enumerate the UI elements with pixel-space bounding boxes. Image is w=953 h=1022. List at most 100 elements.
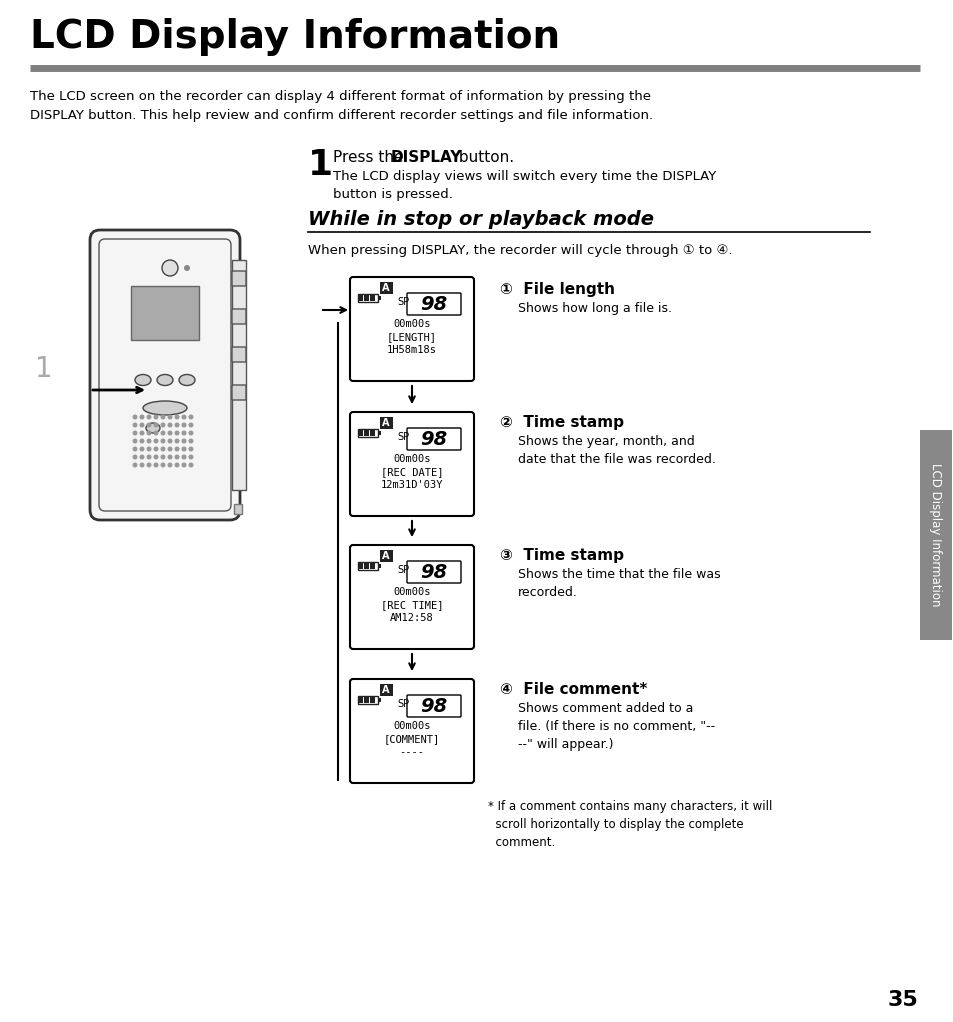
- Circle shape: [161, 431, 165, 434]
- Circle shape: [147, 455, 151, 459]
- Circle shape: [189, 415, 193, 419]
- Circle shape: [182, 423, 186, 427]
- Text: DISPLAY: DISPLAY: [391, 150, 462, 165]
- FancyBboxPatch shape: [90, 230, 240, 520]
- Text: A: A: [382, 551, 390, 561]
- Text: AM12:58: AM12:58: [390, 613, 434, 623]
- Ellipse shape: [135, 374, 151, 385]
- Text: 1: 1: [35, 355, 52, 383]
- Circle shape: [175, 423, 178, 427]
- Text: Shows how long a file is.: Shows how long a file is.: [517, 301, 671, 315]
- Circle shape: [133, 439, 136, 443]
- Text: LCD Display Information: LCD Display Information: [30, 18, 559, 56]
- Text: 00m00s: 00m00s: [393, 454, 431, 464]
- FancyBboxPatch shape: [232, 271, 246, 286]
- Text: [REC TIME]: [REC TIME]: [380, 600, 443, 610]
- Text: Shows comment added to a
file. (If there is no comment, "--
--" will appear.): Shows comment added to a file. (If there…: [517, 702, 715, 751]
- Text: 00m00s: 00m00s: [393, 319, 431, 329]
- Text: 98: 98: [420, 294, 447, 314]
- Circle shape: [133, 463, 136, 467]
- Bar: [357, 429, 377, 437]
- Circle shape: [162, 260, 178, 276]
- Bar: [357, 697, 363, 703]
- Text: 1: 1: [308, 148, 333, 182]
- Text: LCD Display Information: LCD Display Information: [928, 463, 942, 607]
- Circle shape: [133, 455, 136, 459]
- Circle shape: [189, 431, 193, 434]
- Text: Press the: Press the: [333, 150, 408, 165]
- Circle shape: [140, 415, 144, 419]
- Bar: [377, 296, 380, 300]
- Circle shape: [182, 415, 186, 419]
- Text: While in stop or playback mode: While in stop or playback mode: [308, 210, 654, 229]
- Text: ①  File length: ① File length: [499, 282, 615, 297]
- Circle shape: [147, 415, 151, 419]
- Circle shape: [154, 455, 157, 459]
- Circle shape: [154, 415, 157, 419]
- FancyBboxPatch shape: [350, 545, 474, 649]
- Circle shape: [189, 463, 193, 467]
- Bar: [377, 431, 380, 435]
- Circle shape: [133, 448, 136, 451]
- FancyBboxPatch shape: [379, 417, 393, 429]
- FancyBboxPatch shape: [379, 282, 393, 294]
- Text: 00m00s: 00m00s: [393, 721, 431, 731]
- Text: [REC DATE]: [REC DATE]: [380, 467, 443, 477]
- Circle shape: [182, 463, 186, 467]
- Text: 98: 98: [420, 697, 447, 715]
- Circle shape: [168, 463, 172, 467]
- Bar: [370, 295, 375, 301]
- Text: ③  Time stamp: ③ Time stamp: [499, 548, 623, 563]
- Circle shape: [161, 455, 165, 459]
- Ellipse shape: [146, 423, 160, 433]
- Circle shape: [140, 439, 144, 443]
- Circle shape: [175, 463, 178, 467]
- Text: The LCD display views will switch every time the DISPLAY
button is pressed.: The LCD display views will switch every …: [333, 170, 716, 201]
- Circle shape: [161, 415, 165, 419]
- Bar: [919, 430, 951, 640]
- Circle shape: [140, 463, 144, 467]
- Text: ④  File comment*: ④ File comment*: [499, 682, 647, 697]
- Bar: [357, 430, 363, 436]
- Bar: [364, 563, 369, 569]
- Circle shape: [133, 423, 136, 427]
- Circle shape: [161, 448, 165, 451]
- Bar: [357, 295, 363, 301]
- Circle shape: [154, 423, 157, 427]
- Text: 1H58m18s: 1H58m18s: [387, 345, 436, 355]
- Text: When pressing DISPLAY, the recorder will cycle through ① to ④.: When pressing DISPLAY, the recorder will…: [308, 244, 732, 257]
- Text: ②  Time stamp: ② Time stamp: [499, 415, 623, 430]
- Text: A: A: [382, 685, 390, 695]
- Text: [COMMENT]: [COMMENT]: [383, 734, 439, 744]
- Text: The LCD screen on the recorder can display 4 different format of information by : The LCD screen on the recorder can displ…: [30, 90, 653, 122]
- Text: button.: button.: [454, 150, 514, 165]
- Bar: [370, 430, 375, 436]
- Text: 98: 98: [420, 562, 447, 582]
- Text: SP: SP: [396, 699, 409, 709]
- Circle shape: [168, 439, 172, 443]
- Circle shape: [154, 448, 157, 451]
- FancyBboxPatch shape: [407, 293, 460, 315]
- Circle shape: [133, 415, 136, 419]
- Bar: [357, 562, 377, 570]
- Text: Shows the year, month, and
date that the file was recorded.: Shows the year, month, and date that the…: [517, 435, 715, 466]
- Bar: [370, 563, 375, 569]
- Bar: [364, 430, 369, 436]
- Bar: [364, 295, 369, 301]
- FancyBboxPatch shape: [379, 684, 393, 696]
- Circle shape: [147, 448, 151, 451]
- Ellipse shape: [179, 374, 194, 385]
- Circle shape: [168, 431, 172, 434]
- Text: 00m00s: 00m00s: [393, 587, 431, 597]
- Circle shape: [175, 448, 178, 451]
- Text: 12m31D'03Y: 12m31D'03Y: [380, 480, 443, 490]
- Text: 35: 35: [886, 990, 917, 1010]
- Circle shape: [182, 439, 186, 443]
- Bar: [132, 286, 198, 340]
- Circle shape: [175, 415, 178, 419]
- FancyBboxPatch shape: [232, 309, 246, 324]
- Circle shape: [154, 439, 157, 443]
- Bar: [233, 504, 242, 514]
- FancyBboxPatch shape: [232, 385, 246, 400]
- Ellipse shape: [157, 374, 172, 385]
